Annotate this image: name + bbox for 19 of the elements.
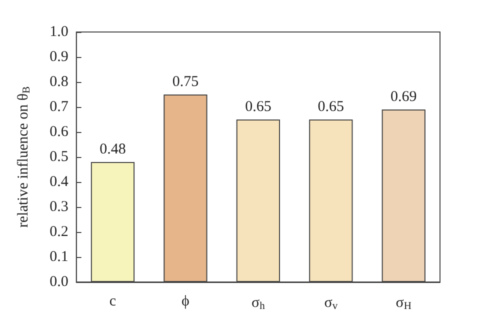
y-tick-label: 1.0: [50, 24, 68, 40]
y-tick-label: 0.0: [50, 274, 68, 290]
y-tick-label: 0.3: [50, 199, 68, 215]
y-tick-label: 0.7: [50, 99, 69, 115]
data-label: 0.75: [172, 74, 199, 90]
y-tick-label: 0.8: [50, 74, 68, 90]
data-label: 0.48: [100, 142, 126, 158]
data-label: 0.65: [318, 99, 344, 115]
data-label: 0.69: [390, 89, 417, 105]
x-tick-label: c: [109, 294, 116, 310]
x-tick-label: ϕ: [182, 294, 190, 310]
y-tick-label: 0.9: [50, 49, 68, 65]
y-axis-title: relative influence on θB: [16, 86, 32, 228]
y-tick-label: 0.1: [50, 249, 68, 265]
y-tick-label: 0.2: [50, 224, 68, 240]
y-tick-label: 0.6: [50, 124, 69, 140]
data-label: 0.65: [245, 99, 272, 115]
y-tick-label: 0.4: [50, 174, 69, 190]
y-tick-label: 0.5: [50, 149, 68, 165]
